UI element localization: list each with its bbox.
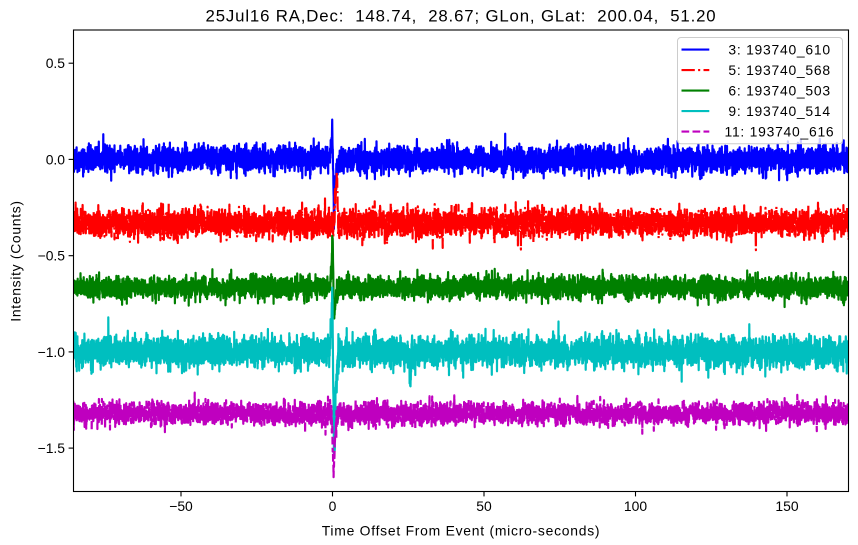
svg-text:−50: −50	[169, 498, 193, 514]
svg-text:6: 193740_503: 6: 193740_503	[728, 83, 830, 99]
svg-text:9: 193740_514: 9: 193740_514	[728, 103, 830, 119]
svg-text:11: 193740_616: 11: 193740_616	[725, 124, 835, 140]
svg-text:Time Offset From Event (micro-: Time Offset From Event (micro-seconds)	[322, 523, 601, 539]
svg-text:−1.5: −1.5	[38, 440, 66, 456]
svg-text:0.5: 0.5	[46, 55, 66, 71]
svg-text:0: 0	[329, 498, 337, 514]
svg-text:−0.5: −0.5	[38, 248, 66, 264]
svg-text:150: 150	[775, 498, 798, 514]
svg-text:5: 193740_568: 5: 193740_568	[728, 62, 830, 78]
svg-text:Intensity (Counts): Intensity (Counts)	[8, 200, 24, 321]
svg-text:100: 100	[624, 498, 647, 514]
svg-text:3: 193740_610: 3: 193740_610	[728, 42, 830, 58]
svg-text:−1.0: −1.0	[38, 344, 66, 360]
svg-text:0.0: 0.0	[46, 151, 66, 167]
svg-text:25Jul16 RA,Dec: 148.74, 28.6: 25Jul16 RA,Dec: 148.74, 28.67; GLon, GLa…	[206, 7, 717, 26]
svg-text:50: 50	[476, 498, 492, 514]
